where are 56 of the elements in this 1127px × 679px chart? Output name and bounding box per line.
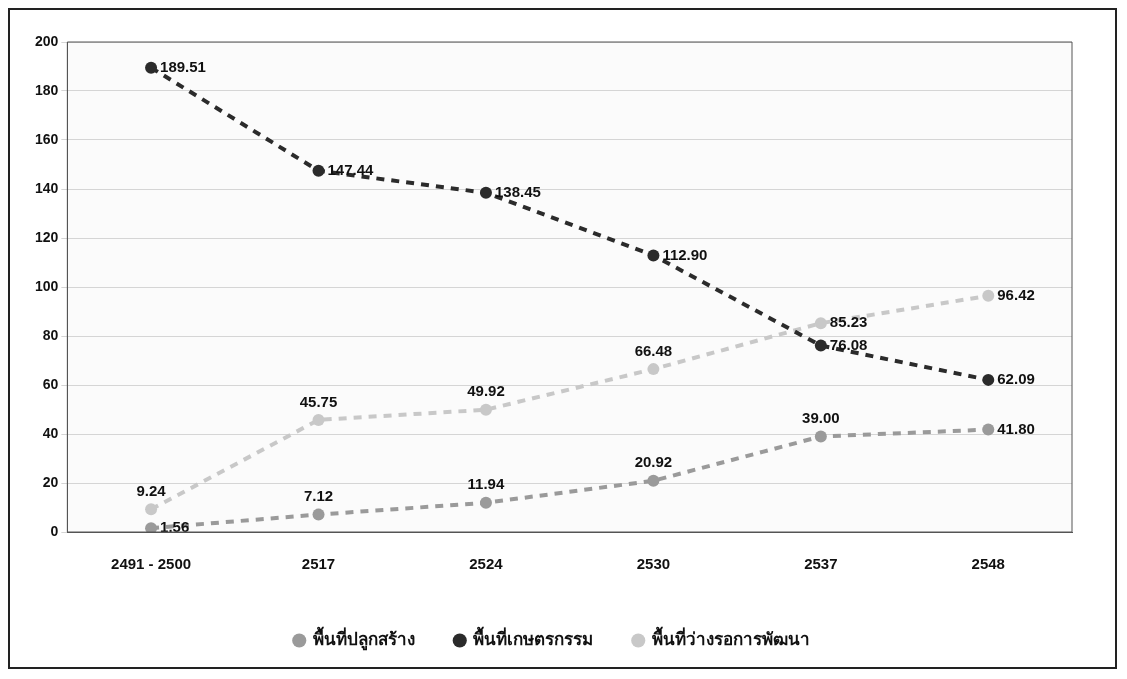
text: 189.51 — [160, 57, 206, 75]
legend-label: พื้นที่ว่างรอการพัฒนา — [651, 626, 810, 650]
text: 20.92 — [634, 453, 673, 471]
point — [312, 508, 325, 521]
point — [479, 496, 492, 509]
legend-label: พื้นที่ปลูกสร้าง — [312, 626, 415, 652]
point — [312, 413, 325, 426]
y-tick-label: 0 — [50, 522, 59, 539]
text: 147.44 — [327, 160, 374, 178]
y-tick-label: 100 — [35, 277, 59, 294]
text: 41.80 — [997, 419, 1035, 437]
x-tick-label: 2491 - 2500 — [111, 555, 192, 573]
y-tick-label: 60 — [42, 375, 59, 392]
text: 11.94 — [467, 475, 505, 493]
point — [814, 430, 827, 443]
point — [145, 61, 158, 74]
text: 1.56 — [160, 518, 190, 536]
text: 85.23 — [829, 313, 868, 331]
text: 66.48 — [634, 341, 673, 359]
text: 7.12 — [303, 487, 334, 505]
x-tick-label: 2548 — [971, 555, 1005, 573]
point — [982, 423, 995, 436]
point — [814, 339, 827, 352]
point — [312, 164, 325, 177]
point — [647, 249, 660, 262]
y-tick-label: 160 — [35, 130, 59, 147]
text: 138.45 — [494, 182, 541, 200]
x-tick-label: 2524 — [469, 555, 504, 573]
y-tick-label: 180 — [35, 81, 59, 98]
text: 45.75 — [299, 392, 338, 410]
text: 39.00 — [802, 409, 840, 427]
point — [814, 317, 827, 330]
point — [145, 522, 158, 532]
point — [647, 363, 660, 376]
text: 49.92 — [467, 382, 505, 400]
text: 76.08 — [829, 335, 868, 353]
text: 9.24 — [136, 482, 166, 499]
x-tick-label: 2537 — [804, 555, 838, 573]
y-tick-label: 200 — [35, 32, 59, 49]
y-tick-label: 40 — [42, 424, 59, 441]
point — [479, 186, 492, 199]
x-tick-label: 2517 — [301, 555, 336, 573]
point — [479, 403, 492, 416]
y-tick-label: 20 — [42, 473, 59, 490]
point — [982, 373, 995, 386]
point — [982, 289, 995, 302]
y-tick-label: 140 — [35, 179, 59, 196]
text: 96.42 — [997, 285, 1035, 303]
point — [647, 474, 660, 487]
point — [145, 503, 158, 516]
legend-label: พื้นที่เกษตรกรรม — [473, 626, 594, 650]
text: 112.90 — [662, 245, 708, 263]
text: 62.09 — [997, 370, 1035, 388]
y-tick-label: 120 — [35, 228, 59, 245]
y-tick-label: 80 — [42, 326, 59, 343]
x-tick-label: 2530 — [636, 555, 671, 573]
